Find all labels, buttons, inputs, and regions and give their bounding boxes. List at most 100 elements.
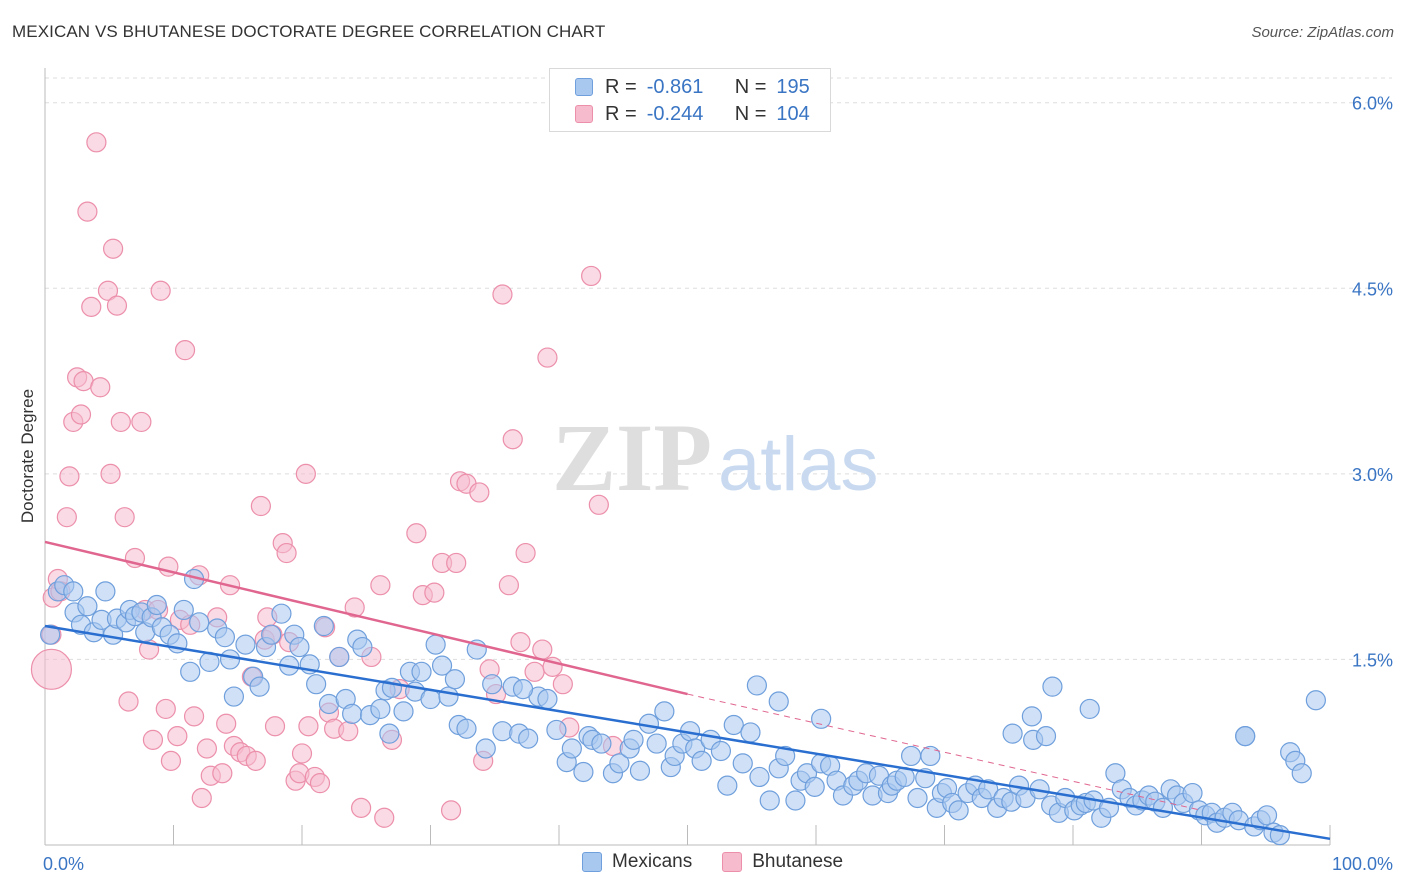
bhutanese-point: [440, 800, 462, 821]
x-tick-label-min: 0.0%: [43, 854, 84, 874]
watermark-atlas: atlas: [718, 422, 879, 507]
bhutanese-point: [446, 552, 467, 574]
bhutanese-point: [588, 494, 609, 515]
mexicans-point: [63, 581, 84, 602]
y-axis-label: Doctorate Degree: [18, 389, 37, 523]
mexicans-point: [313, 615, 334, 637]
bhutanese-point: [100, 463, 121, 484]
tick-labels: 1.5% 3.0% 4.5% 6.0% 0.0% 100.0%: [43, 94, 1393, 874]
bhutanese-point: [510, 632, 531, 653]
bhutanese-point: [216, 713, 237, 734]
legend-n-label: N =: [734, 102, 767, 125]
grid: [45, 77, 1392, 660]
bhutanese-point: [309, 773, 331, 794]
mexicans-point: [546, 719, 567, 741]
mexicans-point: [306, 674, 327, 695]
mexicans-point: [948, 800, 969, 821]
source-label: Source: ZipAtlas.com: [1251, 24, 1394, 41]
mexicans-point: [749, 766, 770, 788]
mexicans-point: [732, 753, 753, 774]
bhutanese-points: [30, 132, 624, 828]
mexicans-point: [370, 698, 391, 720]
bhutanese-point: [97, 280, 119, 301]
mexicans-point: [235, 634, 256, 655]
bhutanese-point: [191, 787, 212, 809]
y-tick-label: 1.5%: [1352, 650, 1393, 670]
mexicans-point: [1291, 763, 1312, 784]
bhutanese-point: [245, 750, 266, 771]
bhutanese-point: [174, 340, 196, 361]
bhutanese-point: [86, 132, 107, 153]
mexicans-point: [444, 669, 466, 690]
watermark-zip: ZIP: [552, 404, 712, 511]
mexicans-point: [561, 738, 582, 759]
mexicans-point: [420, 688, 441, 710]
mexicans-point: [591, 733, 612, 754]
mexicans-point: [411, 661, 432, 682]
bhutanese-point: [103, 238, 124, 259]
legend-r-value-bhutanese: -0.244: [646, 102, 704, 125]
mexicans-point: [1079, 698, 1100, 720]
mexicans-point: [492, 721, 513, 742]
mexicans-point: [425, 634, 446, 655]
mexicans-point: [1305, 690, 1326, 711]
mexicans-point: [518, 728, 539, 749]
bhutanese-point: [298, 716, 319, 737]
mexicans-point: [219, 649, 241, 670]
mexicans-trend-line: [44, 624, 1331, 841]
mexicans-point: [146, 594, 167, 616]
mexicans-point: [775, 745, 796, 767]
bhutanese-point: [469, 482, 490, 503]
bhutanese-point: [77, 201, 98, 222]
mexicans-point: [438, 686, 459, 707]
mexicans-point: [1182, 782, 1203, 804]
bhutanese-point: [264, 716, 286, 737]
mexicans-point: [1021, 706, 1042, 727]
y-tick-label: 4.5%: [1352, 279, 1393, 299]
series-legend-mexicans[interactable]: Mexicans: [582, 851, 692, 873]
bhutanese-point: [291, 743, 313, 764]
mexicans-point: [342, 703, 363, 724]
mexicans-point: [723, 714, 744, 736]
trend-lines: [44, 540, 1331, 841]
x-tick-label-max: 100.0%: [1332, 854, 1393, 874]
bhutanese-point: [106, 295, 128, 316]
bhutanese-point: [351, 797, 372, 818]
bhutanese-point: [142, 729, 164, 750]
mexicans-point: [482, 674, 503, 695]
legend-row-bhutanese: R = -0.244 N = 104: [575, 101, 810, 127]
legend-n-value-bhutanese: 104: [776, 102, 810, 125]
legend-row-mexicans: R = -0.861 N = 195: [575, 74, 810, 100]
mexicans-point: [40, 624, 61, 645]
bhutanese-point: [374, 807, 395, 828]
chart-title: MEXICAN VS BHUTANESE DOCTORATE DEGREE CO…: [12, 22, 606, 41]
mexicans-point: [393, 701, 414, 722]
bhutanese-point: [110, 411, 131, 433]
mexicans-point: [629, 760, 651, 781]
mexicans-point: [173, 599, 194, 621]
mexicans-point: [318, 693, 340, 715]
bhutanese-point: [155, 698, 176, 720]
mexicans-point: [900, 745, 922, 767]
mexicans-point: [623, 729, 644, 750]
mexicans-point: [512, 679, 534, 700]
mexicans-point: [180, 661, 201, 682]
bhutanese-point: [552, 674, 573, 695]
bhutanese-point: [114, 507, 135, 528]
y-tick-label: 3.0%: [1352, 465, 1393, 485]
mexicans-point: [785, 790, 806, 811]
bhutanese-point: [131, 411, 152, 433]
mexicans-point: [223, 686, 244, 707]
bhutanese-point: [515, 542, 536, 564]
bhutanese-point: [56, 507, 77, 528]
mexicans-point: [717, 775, 738, 796]
mexicans-point: [1002, 723, 1023, 744]
mexicans-point: [1235, 726, 1256, 747]
series-swatch-mexicans: [582, 852, 602, 872]
bhutanese-point: [344, 597, 365, 618]
mexicans-point: [77, 596, 98, 617]
series-legend-bhutanese[interactable]: Bhutanese: [722, 851, 843, 873]
bhutanese-point: [370, 575, 391, 596]
bhutanese-point: [70, 404, 92, 425]
